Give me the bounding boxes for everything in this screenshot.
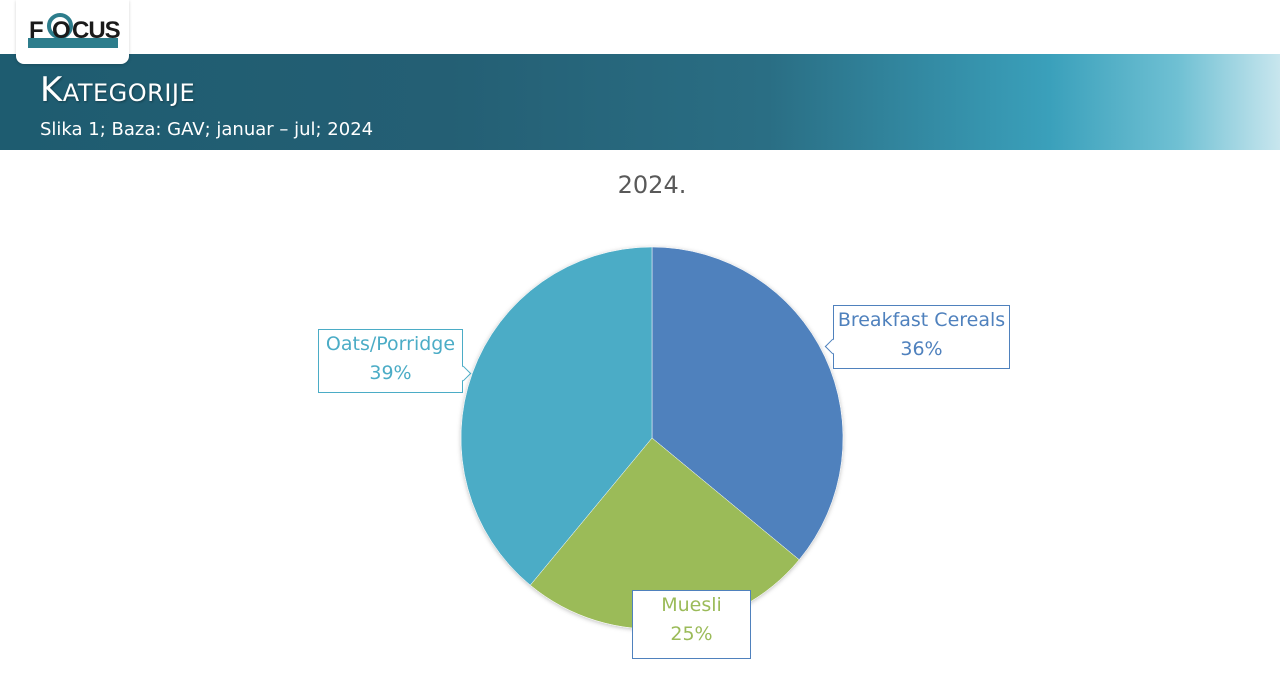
focus-logo-mark: F O CUS <box>28 13 120 48</box>
chart-title: 2024. <box>617 171 687 199</box>
data-label-name: Breakfast Cereals <box>837 309 1006 331</box>
svg-text:F: F <box>29 17 43 44</box>
data-label-breakfast-cereals: Breakfast Cereals 36% <box>824 305 1010 369</box>
focus-logo: F O CUS <box>16 0 129 64</box>
data-label-name: Oats/Porridge <box>325 333 456 355</box>
pie-slice-breakfast-cereals <box>651 246 844 561</box>
data-label-muesli: Muesli 25% <box>632 590 751 659</box>
data-label-value: 25% <box>670 623 713 645</box>
slide-subtitle: Slika 1; Baza: GAV; januar – jul; 2024 <box>40 119 374 140</box>
header-band <box>0 54 1280 150</box>
svg-text:CUS: CUS <box>72 17 120 44</box>
data-label-oats-porridge: Oats/Porridge 39% <box>318 329 472 393</box>
data-label-value: 39% <box>369 362 412 384</box>
data-label-name: Muesli <box>661 594 722 616</box>
slide-title: Kategorije <box>40 70 196 110</box>
data-label-value: 36% <box>900 338 943 360</box>
svg-text:O: O <box>52 17 70 44</box>
pie-slice-oats-porridge <box>460 246 653 586</box>
